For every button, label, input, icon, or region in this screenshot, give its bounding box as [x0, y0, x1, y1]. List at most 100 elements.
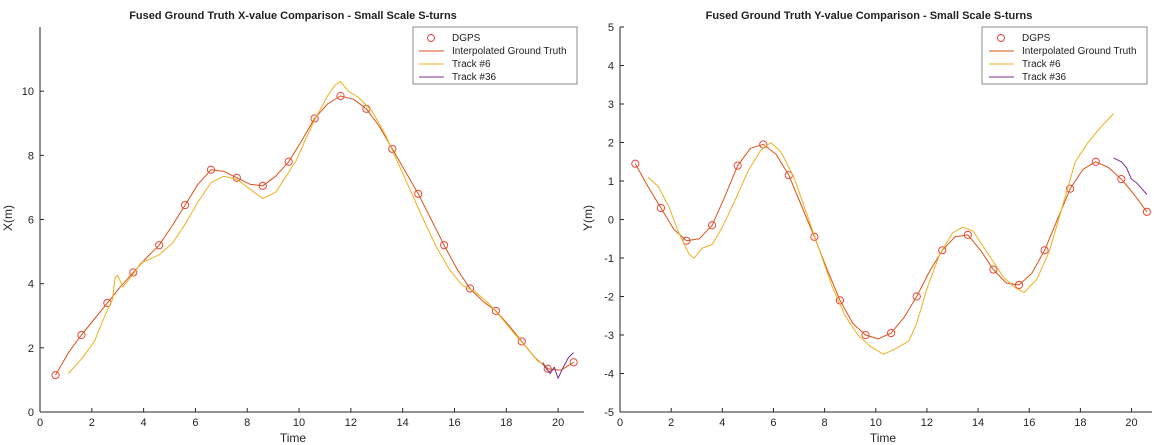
x-tick-label: 2 — [668, 417, 674, 429]
y-tick-label: -1 — [604, 253, 614, 265]
data-point-dgps — [1066, 184, 1075, 193]
plot-area: 0 2 4 6 8 10 12 14 16 18 20 0 2 4 6 8 10 — [22, 27, 584, 429]
data-point-dgps — [155, 241, 164, 250]
legend-marker-dgps — [997, 34, 1005, 42]
data-point-dgps — [989, 265, 998, 274]
series-line-track-6 — [68, 81, 548, 374]
x-tick-label: 16 — [1023, 417, 1035, 429]
y-tick-label: -3 — [604, 330, 614, 342]
x-tick-label: 0 — [617, 417, 623, 429]
data-point-dgps — [180, 200, 190, 210]
chart-title: Fused Ground Truth X-value Comparison - … — [129, 10, 457, 22]
y-tick-label: -2 — [604, 292, 614, 304]
data-point-dgps — [129, 268, 138, 277]
legend-label: Interpolated Ground Truth — [452, 46, 567, 57]
y-tick-label: 0 — [28, 407, 34, 419]
x-tick-label: 6 — [192, 417, 198, 429]
y-tick-label: 8 — [28, 150, 34, 162]
y-tick-label: 1 — [608, 176, 614, 188]
data-point-dgps — [861, 330, 870, 340]
chart-title: Fused Ground Truth Y-value Comparison - … — [706, 10, 1033, 22]
data-point-dgps — [1040, 246, 1049, 255]
series-line-track-36 — [1113, 157, 1148, 195]
x-tick-label: 10 — [293, 417, 305, 429]
legend-item-interpolated: Interpolated Ground Truth — [419, 46, 567, 57]
x-tick-label: 12 — [345, 417, 357, 429]
y-tick-label: -5 — [604, 407, 614, 419]
data-point-dgps — [1117, 174, 1126, 184]
data-point-dgps — [656, 203, 666, 213]
y-tick-label: 0 — [608, 215, 614, 227]
legend-item-track6: Track #6 — [989, 59, 1061, 70]
data-point-dgps — [517, 337, 526, 346]
legend-marker-dgps — [427, 34, 435, 42]
legend-box — [981, 26, 1148, 85]
data-point-dgps — [310, 114, 319, 123]
legend-label: Track #6 — [452, 59, 491, 70]
data-point-dgps — [1014, 280, 1024, 290]
legend-label: DGPS — [1022, 33, 1051, 44]
x-tick-label: 8 — [244, 417, 250, 429]
data-point-dgps — [938, 246, 947, 255]
legend-item-dgps: DGPS — [427, 33, 481, 44]
x-tick-label: 14 — [972, 417, 984, 429]
data-point-dgps — [912, 292, 921, 301]
data-point-dgps — [707, 221, 717, 230]
data-point-dgps — [733, 161, 742, 170]
x-tick-label: 2 — [89, 417, 95, 429]
data-point-dgps — [569, 358, 578, 367]
data-point-dgps — [491, 306, 501, 316]
x-tick-label: 4 — [719, 417, 725, 429]
chart-y-value: Fused Ground Truth Y-value Comparison - … — [581, 10, 1152, 445]
data-point-dgps — [631, 159, 640, 168]
legend-item-dgps: DGPS — [997, 33, 1051, 44]
y-axis-label: X(m) — [1, 205, 15, 231]
data-point-dgps — [388, 144, 397, 154]
x-tick-label: 0 — [37, 417, 43, 429]
data-point-dgps — [51, 371, 60, 380]
chart-x-value: Fused Ground Truth X-value Comparison - … — [1, 10, 584, 445]
y-tick-label: 4 — [608, 61, 614, 73]
x-tick-label: 16 — [448, 417, 460, 429]
legend-item-track36: Track #36 — [989, 72, 1067, 83]
y-tick-label: -4 — [604, 369, 614, 381]
legend-label: Track #36 — [452, 72, 497, 83]
x-tick-label: 10 — [870, 417, 882, 429]
y-tick-label: 6 — [28, 215, 34, 227]
x-tick-label: 8 — [822, 417, 828, 429]
legend: DGPS Interpolated Ground Truth Track #6 … — [981, 26, 1148, 85]
x-tick-label: 14 — [397, 417, 409, 429]
x-tick-label: 4 — [141, 417, 147, 429]
legend-label: Track #6 — [1022, 59, 1061, 70]
data-point-dgps — [284, 157, 293, 166]
data-point-dgps — [1091, 157, 1100, 166]
data-point-dgps — [414, 189, 423, 198]
y-tick-label: 5 — [608, 22, 614, 34]
legend-label: Track #36 — [1022, 72, 1067, 83]
data-point-dgps — [440, 241, 449, 250]
data-point-dgps — [887, 328, 896, 338]
data-point-dgps — [1142, 207, 1151, 216]
x-tick-label: 18 — [1074, 417, 1086, 429]
legend-label: DGPS — [452, 33, 481, 44]
data-point-dgps — [77, 330, 86, 340]
legend-item-interpolated: Interpolated Ground Truth — [989, 46, 1137, 57]
data-point-dgps — [810, 232, 819, 241]
x-tick-label: 20 — [1125, 417, 1137, 429]
data-point-dgps — [232, 173, 241, 182]
series-line-track-6 — [647, 113, 1114, 355]
y-tick-label: 3 — [608, 99, 614, 111]
y-tick-label: 2 — [608, 138, 614, 150]
y-tick-label: 10 — [22, 86, 34, 98]
legend-item-track36: Track #36 — [419, 72, 497, 83]
data-point-dgps — [465, 284, 475, 293]
x-tick-label: 12 — [921, 417, 933, 429]
x-tick-label: 6 — [770, 417, 776, 429]
x-tick-label: 20 — [552, 417, 564, 429]
y-axis-label: Y(m) — [581, 205, 595, 231]
series-line-track-36 — [542, 352, 574, 379]
x-tick-label: 18 — [500, 417, 512, 429]
legend-label: Interpolated Ground Truth — [1022, 46, 1137, 57]
